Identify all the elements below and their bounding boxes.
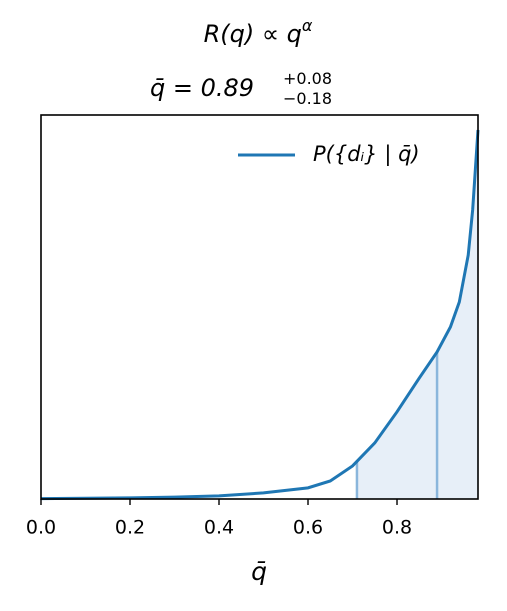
plot-frame — [40, 114, 479, 500]
x-tick-label: 0.6 — [293, 517, 323, 539]
subtitle-subscript: −0.18 — [283, 89, 332, 108]
legend-label: P({dᵢ} | q̄) — [313, 142, 420, 167]
x-tick-label: 0.2 — [115, 517, 145, 539]
title-text: R(q) ∝ q — [204, 20, 302, 48]
subtitle-superscript: +0.08 — [283, 69, 332, 88]
x-axis-label: q̄ — [251, 557, 267, 586]
subtitle-text: q̄ = 0.89 — [150, 74, 254, 102]
title-superscript: α — [302, 16, 313, 35]
x-tick-label: 0.8 — [382, 517, 412, 539]
x-tick-label: 0.0 — [26, 517, 56, 539]
credible-region — [356, 129, 478, 499]
subtitle: q̄ = 0.89 +0.08 −0.18 — [150, 69, 332, 108]
density-line — [40, 129, 480, 501]
x-tick-label: 0.4 — [204, 517, 234, 539]
chart-title: R(q) ∝ qα — [204, 16, 313, 49]
